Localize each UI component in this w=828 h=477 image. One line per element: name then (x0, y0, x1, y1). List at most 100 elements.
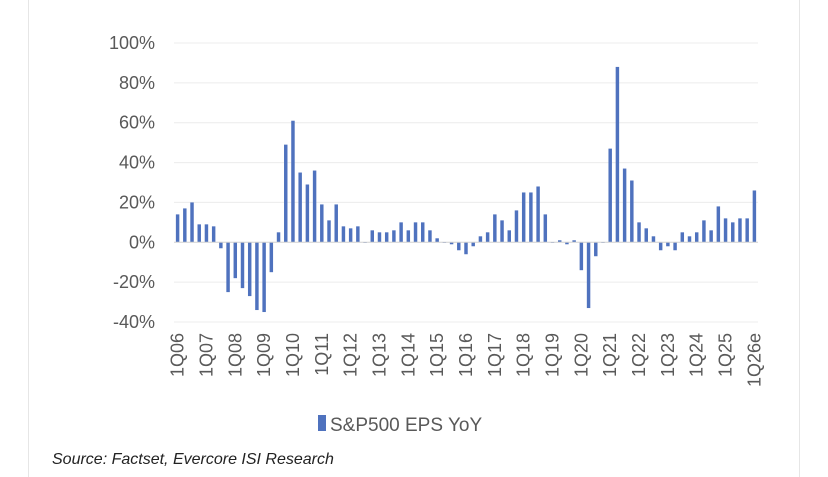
bar (608, 148, 612, 243)
source-note: Source: Factset, Evercore ISI Research (52, 451, 334, 468)
bar (752, 190, 757, 243)
bar (449, 242, 454, 245)
y-tick-label: 60% (119, 113, 155, 133)
x-tick-label: 1Q25 (716, 333, 736, 377)
x-tick-label: 1Q12 (341, 333, 361, 377)
bar (428, 230, 432, 243)
bar (226, 242, 230, 293)
bar (572, 240, 576, 243)
x-tick-label: 1Q10 (283, 333, 303, 377)
y-tick-label: -40% (113, 312, 155, 332)
x-tick-label: 1Q23 (658, 333, 678, 377)
bar (500, 220, 504, 243)
bar (680, 232, 685, 243)
bar (507, 230, 511, 243)
bar (269, 242, 274, 273)
x-tick-label: 1Q09 (254, 333, 274, 377)
bar (219, 242, 223, 249)
x-tick-label: 1Q26e (744, 333, 764, 387)
bar (738, 218, 742, 243)
legend-label: S&P500 EPS YoY (330, 415, 482, 436)
bar (687, 236, 692, 243)
bar (190, 202, 194, 243)
bar (435, 238, 439, 243)
x-tick-label: 1Q22 (629, 333, 649, 377)
y-axis-tick-labels: 100% 80% 60% 40% 20% 0% -20% -40% (109, 33, 155, 332)
bar (356, 226, 360, 243)
y-tick-label: 100% (109, 33, 155, 53)
x-tick-label: 1Q17 (485, 333, 505, 377)
bar (175, 214, 180, 243)
gridlines (174, 42, 758, 323)
bar (658, 242, 663, 251)
bar (341, 226, 346, 243)
bar (421, 222, 425, 243)
x-tick-label: 1Q19 (543, 333, 563, 377)
bar (327, 220, 331, 243)
x-tick-label: 1Q21 (600, 333, 620, 377)
bar (370, 230, 375, 243)
bar (312, 170, 317, 243)
bar (723, 218, 728, 243)
bar (485, 232, 490, 243)
y-tick-label: 20% (119, 192, 155, 212)
bar (536, 186, 540, 243)
bar (320, 204, 324, 243)
x-tick-label: 1Q11 (312, 333, 332, 376)
bar (637, 222, 641, 243)
bar (305, 184, 310, 243)
bar (276, 232, 281, 243)
bar (204, 224, 209, 243)
x-tick-label: 1Q13 (369, 333, 389, 377)
bar (384, 232, 389, 243)
x-tick-label: 1Q07 (196, 333, 216, 377)
bar (464, 242, 468, 255)
y-tick-label: 80% (119, 73, 155, 93)
x-tick-label: 1Q14 (398, 333, 418, 377)
bar (262, 242, 266, 313)
x-tick-label: 1Q08 (225, 333, 245, 377)
x-tick-label: 1Q18 (514, 333, 534, 377)
bar (240, 242, 245, 289)
bar (694, 232, 699, 243)
bar (211, 226, 216, 243)
x-tick-label: 1Q16 (456, 333, 476, 377)
y-tick-label: -20% (113, 272, 155, 292)
bar (399, 222, 403, 243)
bar (233, 242, 238, 279)
bar (284, 144, 288, 243)
bar (673, 242, 677, 251)
bar (377, 232, 382, 243)
y-tick-label: 40% (119, 153, 155, 173)
bar (666, 242, 670, 247)
bar (565, 242, 569, 245)
bar (622, 168, 627, 243)
legend: S&P500 EPS YoY (318, 415, 482, 436)
x-tick-label: 1Q20 (571, 333, 591, 377)
bar (702, 220, 706, 243)
x-tick-label: 1Q24 (687, 333, 707, 377)
x-axis-tick-labels: 1Q06 1Q07 1Q08 1Q09 1Q10 1Q11 1Q12 1Q13 1Q14 1Q15… (168, 333, 765, 387)
y-tick-label: 0% (129, 232, 155, 252)
legend-swatch (318, 415, 326, 431)
bar (579, 242, 584, 271)
bar (630, 180, 634, 243)
bar (348, 228, 353, 243)
bar (557, 240, 562, 243)
bar (298, 172, 302, 243)
bar (413, 222, 418, 243)
bar (594, 242, 598, 257)
bar (514, 210, 519, 243)
bar (197, 224, 201, 243)
bar (291, 120, 295, 243)
bar (392, 230, 396, 243)
bar (183, 208, 187, 243)
bar (586, 242, 591, 309)
bar (457, 242, 461, 251)
bar (334, 204, 338, 243)
bar (255, 242, 259, 311)
x-tick-label: 1Q15 (427, 333, 447, 377)
bar (406, 230, 411, 243)
bar (615, 66, 620, 243)
